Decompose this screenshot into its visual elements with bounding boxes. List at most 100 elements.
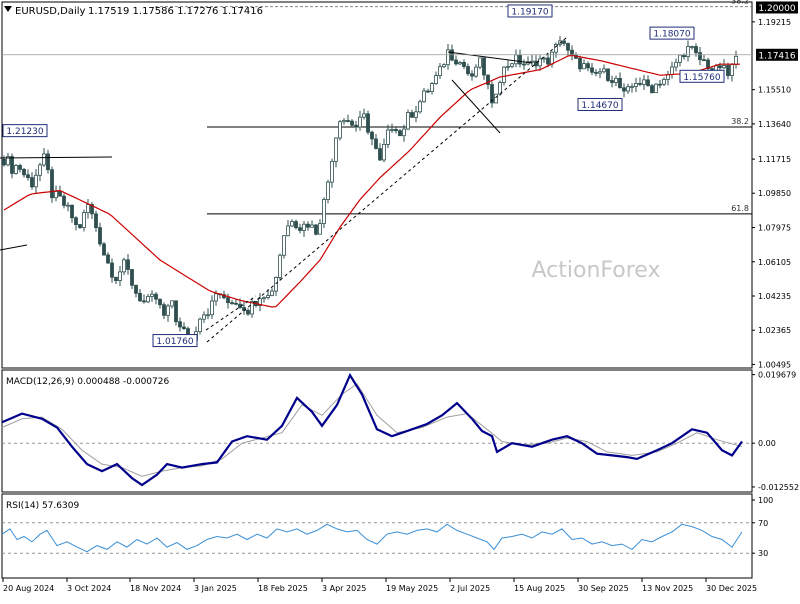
candle-body [510,63,514,67]
macd-panel [1,372,752,487]
rsi-tick-label: 100 [758,496,773,505]
candle-body [490,84,494,104]
rsi-tick-label: 30 [758,549,768,558]
candle-body [390,129,394,131]
candle-body [58,191,62,197]
x-tick-label: 3 Oct 2024 [67,584,111,593]
candle-body [602,68,606,73]
header: EURUSD,Daily 1.17519 1.17586 1.17276 1.1… [4,6,263,17]
panel-frame [1,369,753,493]
candle-body [590,67,594,73]
x-tick-label: 30 Dec 2025 [706,584,757,593]
candle-body [630,86,634,88]
candle-body [610,80,614,83]
candle-body [546,57,550,65]
candle-body [634,83,638,87]
candle-body [358,116,362,128]
candle-body [562,40,566,44]
callout-box [507,4,553,18]
candle-body [382,144,386,161]
candle-body [418,101,422,113]
candle-body [54,191,58,199]
candle-body [270,290,274,296]
x-tick-label: 20 Aug 2024 [3,584,54,593]
candle-body [726,65,730,76]
candle-body [38,164,42,176]
candle-body [618,77,622,89]
dropdown-triangle-icon[interactable] [4,6,12,12]
candle-body [226,297,230,304]
candle-body [134,284,138,294]
symbol-label: EURUSD,Daily [15,6,86,17]
candle-body [386,129,390,145]
x-tick-label: 18 Feb 2025 [258,584,308,593]
candle-body [586,63,590,69]
candle-body [534,60,538,67]
candle-body [42,153,46,166]
candle-body [302,223,306,231]
trend-line [205,295,257,331]
trend-lines [0,37,567,343]
candle-body [158,298,162,306]
candle-body [446,49,450,66]
candle-body [210,300,214,316]
candle-body [658,83,662,86]
candle-body [246,309,250,315]
y-tick-label: 1.11715 [758,155,791,164]
candle-body [430,83,434,92]
candle-body [66,204,70,207]
candle-body [106,254,110,264]
candle-body [362,113,366,118]
candle-body [670,66,674,75]
candle-body [322,199,326,224]
callout-box [679,69,725,83]
candle-body [426,90,430,93]
candle-body [206,314,210,317]
candle-body [286,225,290,237]
candle-body [350,120,354,126]
candle-body [638,83,642,85]
callout-label: 1.18070 [653,30,690,40]
candle-body [482,57,486,76]
ohlc-label: 1.17519 1.17586 1.17276 1.17416 [88,6,263,17]
candle-body [338,121,342,139]
y-tick-label: 1.04235 [758,292,791,301]
trend-line [451,79,501,134]
candle-body [474,66,478,77]
candle-body [594,71,598,74]
candle-body [70,204,74,219]
candle-body [502,66,506,83]
candle-body [290,221,294,227]
y-tick-label: 1.00495 [758,360,791,369]
x-tick-label: 13 Nov 2025 [642,584,693,593]
candle-body [234,302,238,305]
candle-body [494,93,498,104]
macd-tick-label: 0.019679 [758,371,796,380]
candle-body [478,57,482,68]
candle-body [690,46,694,48]
candle-body [578,57,582,70]
candle-body [378,148,382,161]
candle-body [22,168,26,176]
candle-body [10,156,14,174]
macd-tick-label: 0.00 [758,439,776,448]
candle-body [442,64,446,68]
callout-label: 1.15760 [683,73,720,83]
candle-body [570,49,574,56]
y-tick-label: 1.13640 [758,120,791,129]
y-tick-label: 1.06105 [758,258,791,267]
candle-body [522,63,526,66]
fib-level-label: 38.2 [731,117,749,126]
candle-body [410,112,414,118]
candle-body [622,87,626,92]
callout-label: 1.21230 [6,127,43,137]
candle-body [466,66,470,75]
candle-body [150,293,154,297]
candle-body [626,86,630,92]
watermark: ActionForex [532,258,661,283]
candle-body [354,124,358,128]
candle-body [90,204,94,215]
candle-body [46,153,50,171]
callout-box [577,97,623,111]
candle-body [662,78,666,85]
